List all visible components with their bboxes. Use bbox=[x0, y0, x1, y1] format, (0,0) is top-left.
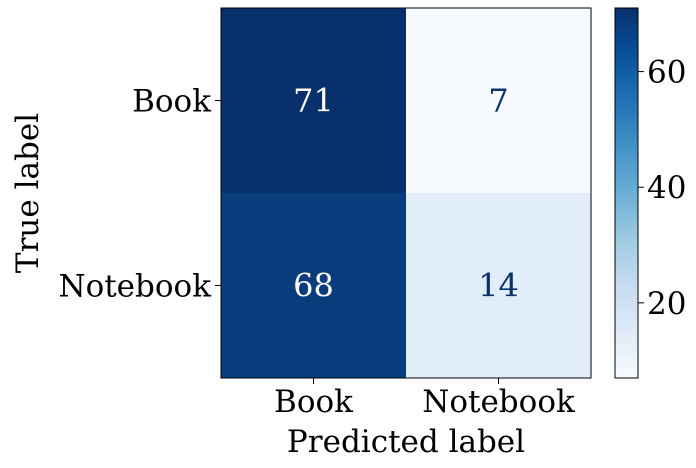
y-axis-label: True label bbox=[10, 113, 46, 273]
plot-frame bbox=[220, 7, 592, 379]
x-tick-label: Notebook bbox=[422, 384, 575, 420]
colorbar-tick-label: 20 bbox=[647, 286, 686, 322]
cell-value-label: 68 bbox=[293, 267, 334, 305]
colorbar-ticks: 20 40 60 bbox=[638, 55, 686, 322]
x-axis: Book Notebook bbox=[274, 378, 575, 420]
heatmap-cell bbox=[406, 193, 591, 378]
y-tick-label: Notebook bbox=[58, 269, 211, 305]
heatmap-cells bbox=[221, 8, 591, 378]
cell-value-label: 14 bbox=[478, 267, 519, 305]
heatmap-cell bbox=[406, 8, 591, 193]
x-tick-label: Book bbox=[274, 384, 353, 420]
x-axis-label: Predicted label bbox=[287, 424, 525, 460]
cell-value-labels: 71 7 68 14 bbox=[293, 82, 519, 305]
heatmap-cell bbox=[221, 193, 406, 378]
y-tick-label: Book bbox=[132, 84, 211, 120]
cell-value-label: 71 bbox=[293, 82, 334, 120]
cell-value-label: 7 bbox=[488, 82, 508, 120]
colorbar bbox=[614, 7, 639, 379]
colorbar-tick-label: 40 bbox=[647, 170, 686, 206]
y-axis: Book Notebook bbox=[58, 84, 221, 305]
heatmap-cell bbox=[221, 8, 406, 193]
colorbar-tick-label: 60 bbox=[647, 55, 686, 91]
